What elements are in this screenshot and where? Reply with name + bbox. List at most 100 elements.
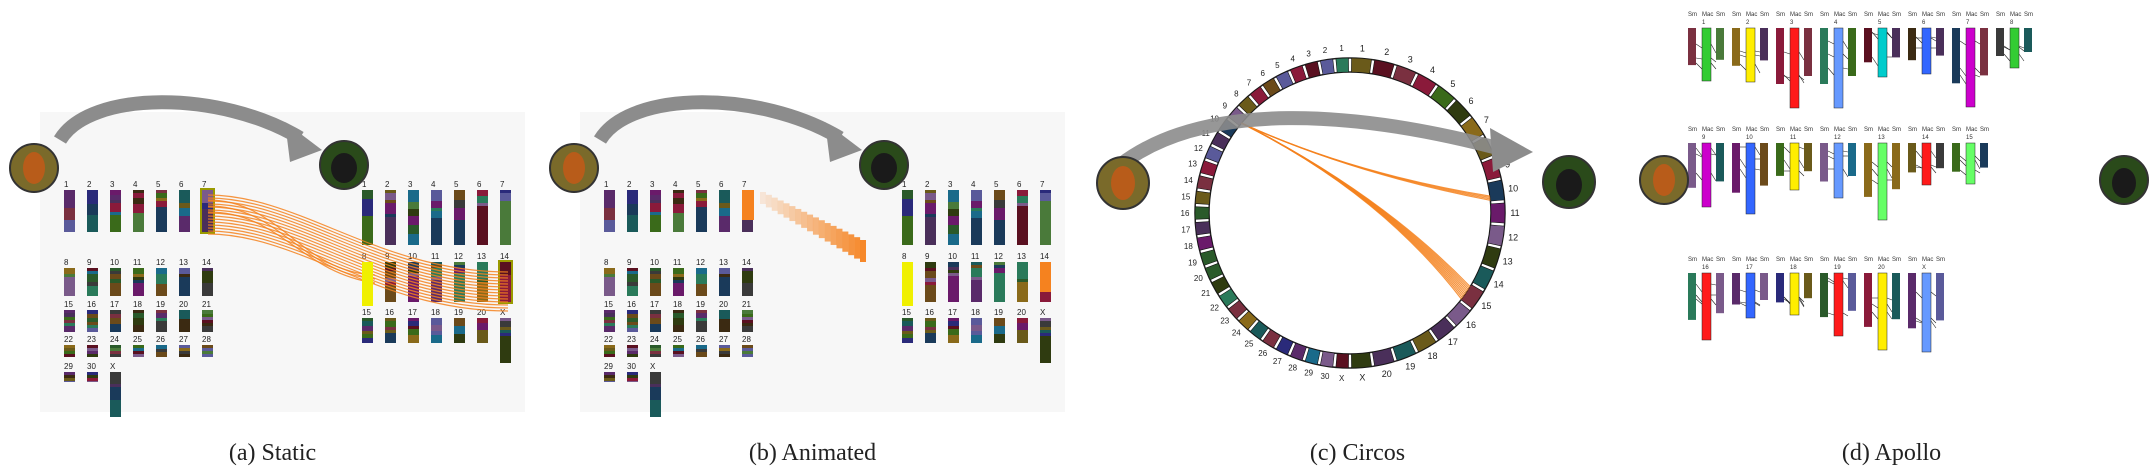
chromosome[interactable] [454, 190, 465, 245]
chromosome[interactable] [110, 345, 121, 357]
synteny-miniplot[interactable]: Sm Mac Sm5 [1864, 12, 1901, 78]
chromosome[interactable] [200, 188, 215, 234]
chromosome[interactable] [477, 318, 488, 343]
chromosome[interactable] [156, 345, 167, 357]
ring-segment[interactable] [1430, 85, 1455, 110]
chromosome[interactable] [87, 345, 98, 357]
chromosome[interactable] [627, 372, 638, 382]
chromosome[interactable] [650, 372, 661, 417]
ring-segment[interactable] [1227, 299, 1248, 320]
chromosome[interactable] [604, 268, 615, 296]
chromosome[interactable] [742, 345, 753, 357]
chromosome[interactable] [477, 190, 488, 245]
chromosome[interactable] [133, 268, 144, 296]
chromosome[interactable] [179, 345, 190, 357]
chromosome[interactable] [408, 318, 419, 343]
chromosome[interactable] [156, 310, 167, 332]
chromosome[interactable] [925, 190, 936, 245]
ring-segment[interactable] [1430, 316, 1455, 341]
chromosome[interactable] [477, 262, 488, 302]
chromosome[interactable] [362, 190, 373, 245]
chromosome[interactable] [925, 318, 936, 343]
chromosome[interactable] [673, 268, 684, 296]
ring-segment[interactable] [1490, 202, 1506, 224]
chromosome[interactable] [110, 372, 121, 417]
chromosome[interactable] [87, 190, 98, 232]
chromosome[interactable] [696, 310, 707, 332]
ring-segment[interactable] [1304, 61, 1321, 79]
chromosome[interactable] [133, 310, 144, 332]
ring-segment[interactable] [1262, 329, 1281, 349]
chromosome[interactable] [696, 268, 707, 296]
chromosome[interactable] [64, 372, 75, 382]
chromosome[interactable] [948, 262, 959, 302]
ring-segment[interactable] [1392, 64, 1417, 86]
chromosome[interactable] [650, 268, 661, 296]
ring-segment[interactable] [1196, 175, 1214, 191]
synteny-miniplot[interactable]: Sm Mac Sm8 [1996, 12, 2033, 69]
chromosome[interactable] [110, 268, 121, 296]
chromosome[interactable] [87, 268, 98, 296]
ring-segment[interactable] [1238, 310, 1258, 331]
ring-segment[interactable] [1249, 86, 1269, 106]
ring-segment[interactable] [1319, 351, 1335, 368]
ring-segment[interactable] [1335, 353, 1349, 369]
ring-segment[interactable] [1351, 57, 1372, 74]
chromosome[interactable] [673, 310, 684, 332]
synteny-miniplot[interactable]: Sm Mac Sm7 [1952, 12, 1989, 108]
chromosome[interactable] [1017, 318, 1028, 343]
chromosome[interactable] [994, 190, 1005, 245]
chromosome[interactable] [604, 190, 615, 232]
ring-segment[interactable] [1446, 301, 1471, 326]
chromosome[interactable] [719, 310, 730, 332]
chromosome[interactable] [202, 268, 213, 296]
chromosome[interactable] [604, 372, 615, 382]
chromosome[interactable] [696, 345, 707, 357]
ring-segment[interactable] [1249, 320, 1269, 340]
ring-segment[interactable] [1204, 145, 1224, 164]
chromosome[interactable] [604, 310, 615, 332]
chromosome[interactable] [627, 345, 638, 357]
ring-segment[interactable] [1472, 265, 1495, 290]
chromosome[interactable] [156, 190, 167, 232]
chromosome[interactable] [948, 190, 959, 245]
ring-segment[interactable] [1211, 275, 1231, 295]
ring-segment[interactable] [1392, 340, 1417, 362]
ring-segment[interactable] [1211, 131, 1231, 151]
ring-segment[interactable] [1372, 59, 1395, 79]
chromosome[interactable] [64, 190, 75, 232]
ring-segment[interactable] [1199, 160, 1218, 177]
chromosome[interactable] [500, 318, 511, 363]
chromosome[interactable] [971, 190, 982, 245]
chromosome[interactable] [454, 262, 465, 302]
chromosome[interactable] [1040, 318, 1051, 363]
chromosome[interactable] [948, 318, 959, 343]
chromosome[interactable] [133, 345, 144, 357]
chromosome[interactable] [719, 345, 730, 357]
chromosome[interactable] [362, 318, 373, 343]
ring-segment[interactable] [1487, 224, 1505, 247]
chromosome[interactable] [719, 190, 730, 232]
ring-segment[interactable] [1194, 221, 1211, 236]
ring-segment[interactable] [1487, 179, 1505, 202]
ring-segment[interactable] [1275, 70, 1294, 90]
chromosome[interactable] [454, 318, 465, 343]
chromosome[interactable] [627, 190, 638, 232]
synteny-miniplot[interactable]: Sm Mac Sm6 [1908, 12, 1945, 75]
ring-segment[interactable] [1199, 249, 1218, 266]
ring-segment[interactable] [1289, 342, 1307, 361]
synteny-miniplot[interactable]: Sm Mac Sm4 [1820, 12, 1857, 109]
chromosome[interactable] [431, 190, 442, 245]
chromosome[interactable] [1040, 190, 1051, 245]
chromosome[interactable] [64, 268, 75, 296]
synteny-miniplot[interactable]: Sm Mac SmX [1908, 257, 1945, 353]
chromosome[interactable] [64, 345, 75, 357]
synteny-miniplot[interactable]: Sm Mac Sm2 [1732, 12, 1769, 83]
chromosome[interactable] [87, 310, 98, 332]
chromosome[interactable] [994, 318, 1005, 343]
chromosome[interactable] [202, 310, 213, 332]
chromosome[interactable] [604, 345, 615, 357]
ring-segment[interactable] [1262, 77, 1281, 97]
